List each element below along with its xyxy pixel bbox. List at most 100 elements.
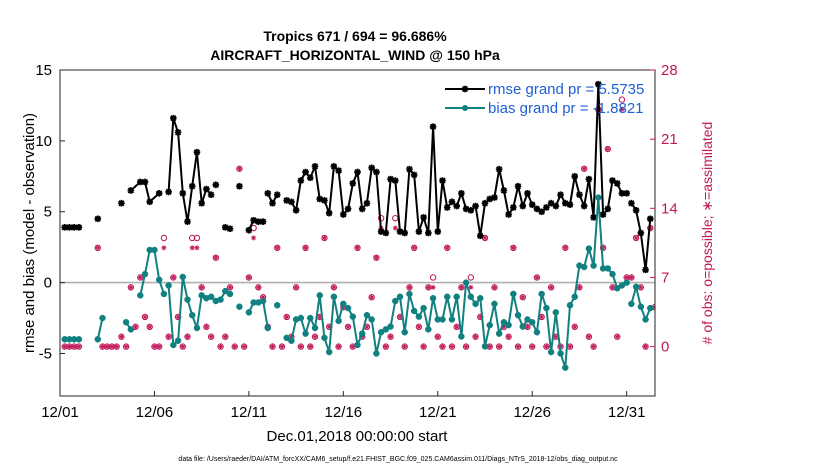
obs-assimilated-point: [180, 344, 186, 350]
bias-point: [580, 263, 588, 271]
obs-assimilated-point: [95, 245, 101, 251]
bias-point: [538, 290, 545, 298]
y-right-tick-label: 0: [661, 339, 669, 356]
bias-point: [401, 328, 408, 336]
obs-assimilated-point: [246, 274, 252, 281]
obs-assimilated-point: [619, 106, 625, 113]
obs-assimilated-point: [156, 344, 162, 350]
plot-frame: [59, 69, 656, 397]
legend-label-rmse: rmse grand pr = 5.5735: [488, 81, 644, 98]
rmse-point: [363, 199, 371, 207]
legend-label-bias: bias grand pr = -1.8821: [488, 100, 644, 117]
rmse-point: [344, 205, 352, 213]
bias-point: [443, 293, 451, 301]
rmse-point: [155, 190, 163, 197]
x-tick-label: 12/16: [325, 404, 363, 421]
rmse-point: [585, 175, 593, 183]
obs-possible-point: [94, 244, 101, 252]
obs-assimilated-point: [397, 314, 403, 320]
obs-possible-point: [467, 274, 475, 281]
bias-point: [604, 265, 612, 272]
chart-marks: [60, 80, 655, 371]
obs-possible-point: [585, 333, 593, 340]
obs-assimilated-point: [548, 284, 554, 290]
rmse-point: [340, 211, 347, 218]
rmse-point: [458, 190, 465, 197]
obs-assimilated-point: [421, 344, 427, 350]
obs-possible-point: [448, 343, 456, 350]
bias-point: [377, 328, 385, 336]
bias-point: [547, 348, 555, 356]
obs-possible-point: [297, 343, 305, 350]
bias-point: [373, 350, 380, 357]
obs-possible-point: [519, 294, 526, 301]
obs-assimilated-point: [364, 324, 370, 330]
obs-assimilated-point: [284, 314, 290, 320]
rmse-point: [613, 180, 621, 187]
x-tick-label: 12/31: [608, 404, 646, 421]
obs-possible-point: [434, 333, 441, 340]
rmse-point: [316, 195, 324, 203]
obs-possible-point: [618, 96, 626, 103]
obs-assimilated-point: [524, 324, 531, 330]
y-axis-label: rmse and bias (model - observation): [21, 113, 38, 353]
bias-point: [481, 343, 489, 350]
obs-assimilated-point: [543, 344, 549, 350]
bias-point: [358, 330, 366, 337]
rmse-point: [495, 165, 503, 173]
obs-assimilated-point: [572, 324, 578, 330]
bias-point: [387, 323, 394, 330]
obs-assimilated-point: [444, 245, 450, 251]
obs-assimilated-point: [449, 344, 455, 350]
rmse-point: [401, 229, 409, 237]
bias-point: [344, 304, 352, 312]
rmse-point: [245, 226, 253, 234]
bias-point: [491, 300, 498, 308]
obs-assimilated-point: [298, 344, 304, 350]
bias-point: [495, 330, 503, 337]
rmse-point: [467, 207, 475, 214]
bias-point: [528, 319, 536, 326]
obs-assimilated-point: [317, 314, 323, 320]
obs-assimilated-point: [539, 314, 545, 320]
obs-assimilated-point: [387, 334, 394, 340]
obs-assimilated-point: [628, 274, 634, 281]
obs-possible-point: [193, 234, 201, 242]
rmse-point: [642, 266, 649, 274]
bias-point: [420, 304, 427, 312]
obs-possible-point: [231, 343, 238, 350]
obs-possible-point: [311, 333, 319, 340]
obs-possible-point: [335, 343, 342, 350]
obs-possible-point: [599, 244, 607, 252]
obs-assimilated-point: [435, 334, 441, 340]
bias-point: [193, 324, 201, 332]
obs-assimilated-point: [227, 284, 233, 290]
bias-point: [557, 350, 564, 357]
bias-point: [642, 316, 649, 323]
obs-assimilated-point: [633, 235, 639, 241]
rmse-point: [136, 178, 144, 186]
rmse-point: [250, 216, 257, 224]
obs-assimilated-point: [170, 274, 176, 281]
obs-possible-point: [330, 284, 338, 291]
bias-point: [406, 290, 413, 298]
rmse-point: [510, 204, 517, 211]
obs-assimilated-point: [392, 225, 398, 231]
y-right-tick-label: 21: [661, 131, 678, 148]
obs-assimilated-point: [132, 324, 139, 330]
y-axis-right-label: # of obs: o=possible; ∗=assimilated: [699, 122, 715, 345]
obs-assimilated-point: [307, 344, 313, 350]
bias-point: [505, 321, 512, 329]
obs-possible-point: [226, 284, 234, 291]
obs-assimilated-point: [350, 344, 356, 350]
bias-point: [510, 290, 517, 298]
obs-assimilated-point: [406, 284, 413, 290]
bias-point: [448, 316, 456, 323]
bias-point: [458, 333, 465, 340]
rmse-point: [330, 163, 338, 170]
obs-possible-point: [198, 284, 205, 291]
y-right-tick-label: 7: [661, 269, 669, 286]
obs-possible-point: [179, 343, 186, 350]
bias-point: [585, 245, 593, 252]
